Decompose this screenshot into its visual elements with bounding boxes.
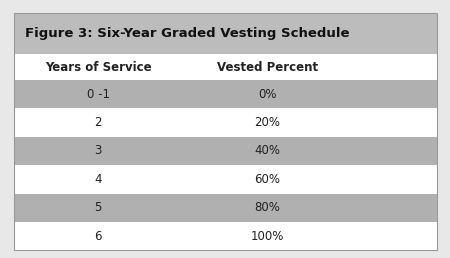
Text: 3: 3	[94, 144, 102, 157]
Text: 100%: 100%	[251, 230, 284, 243]
Text: 60%: 60%	[254, 173, 280, 186]
Text: Figure 3: Six-Year Graded Vesting Schedule: Figure 3: Six-Year Graded Vesting Schedu…	[25, 27, 349, 40]
Text: 5: 5	[94, 201, 102, 214]
Bar	[14, 13, 436, 54]
Text: 2: 2	[94, 116, 102, 129]
Bar	[14, 137, 436, 165]
Bar	[14, 222, 436, 250]
Bar	[14, 165, 436, 194]
Text: 0 -1: 0 -1	[86, 88, 110, 101]
Text: 6: 6	[94, 230, 102, 243]
Text: Vested Percent: Vested Percent	[217, 61, 318, 74]
Text: 4: 4	[94, 173, 102, 186]
Text: 40%: 40%	[254, 144, 280, 157]
Text: 0%: 0%	[258, 88, 277, 101]
Bar	[14, 80, 436, 108]
Bar	[14, 108, 436, 137]
Text: 80%: 80%	[254, 201, 280, 214]
Bar	[14, 194, 436, 222]
Text: 20%: 20%	[254, 116, 280, 129]
Text: Years of Service: Years of Service	[45, 61, 151, 74]
Bar	[14, 54, 436, 80]
